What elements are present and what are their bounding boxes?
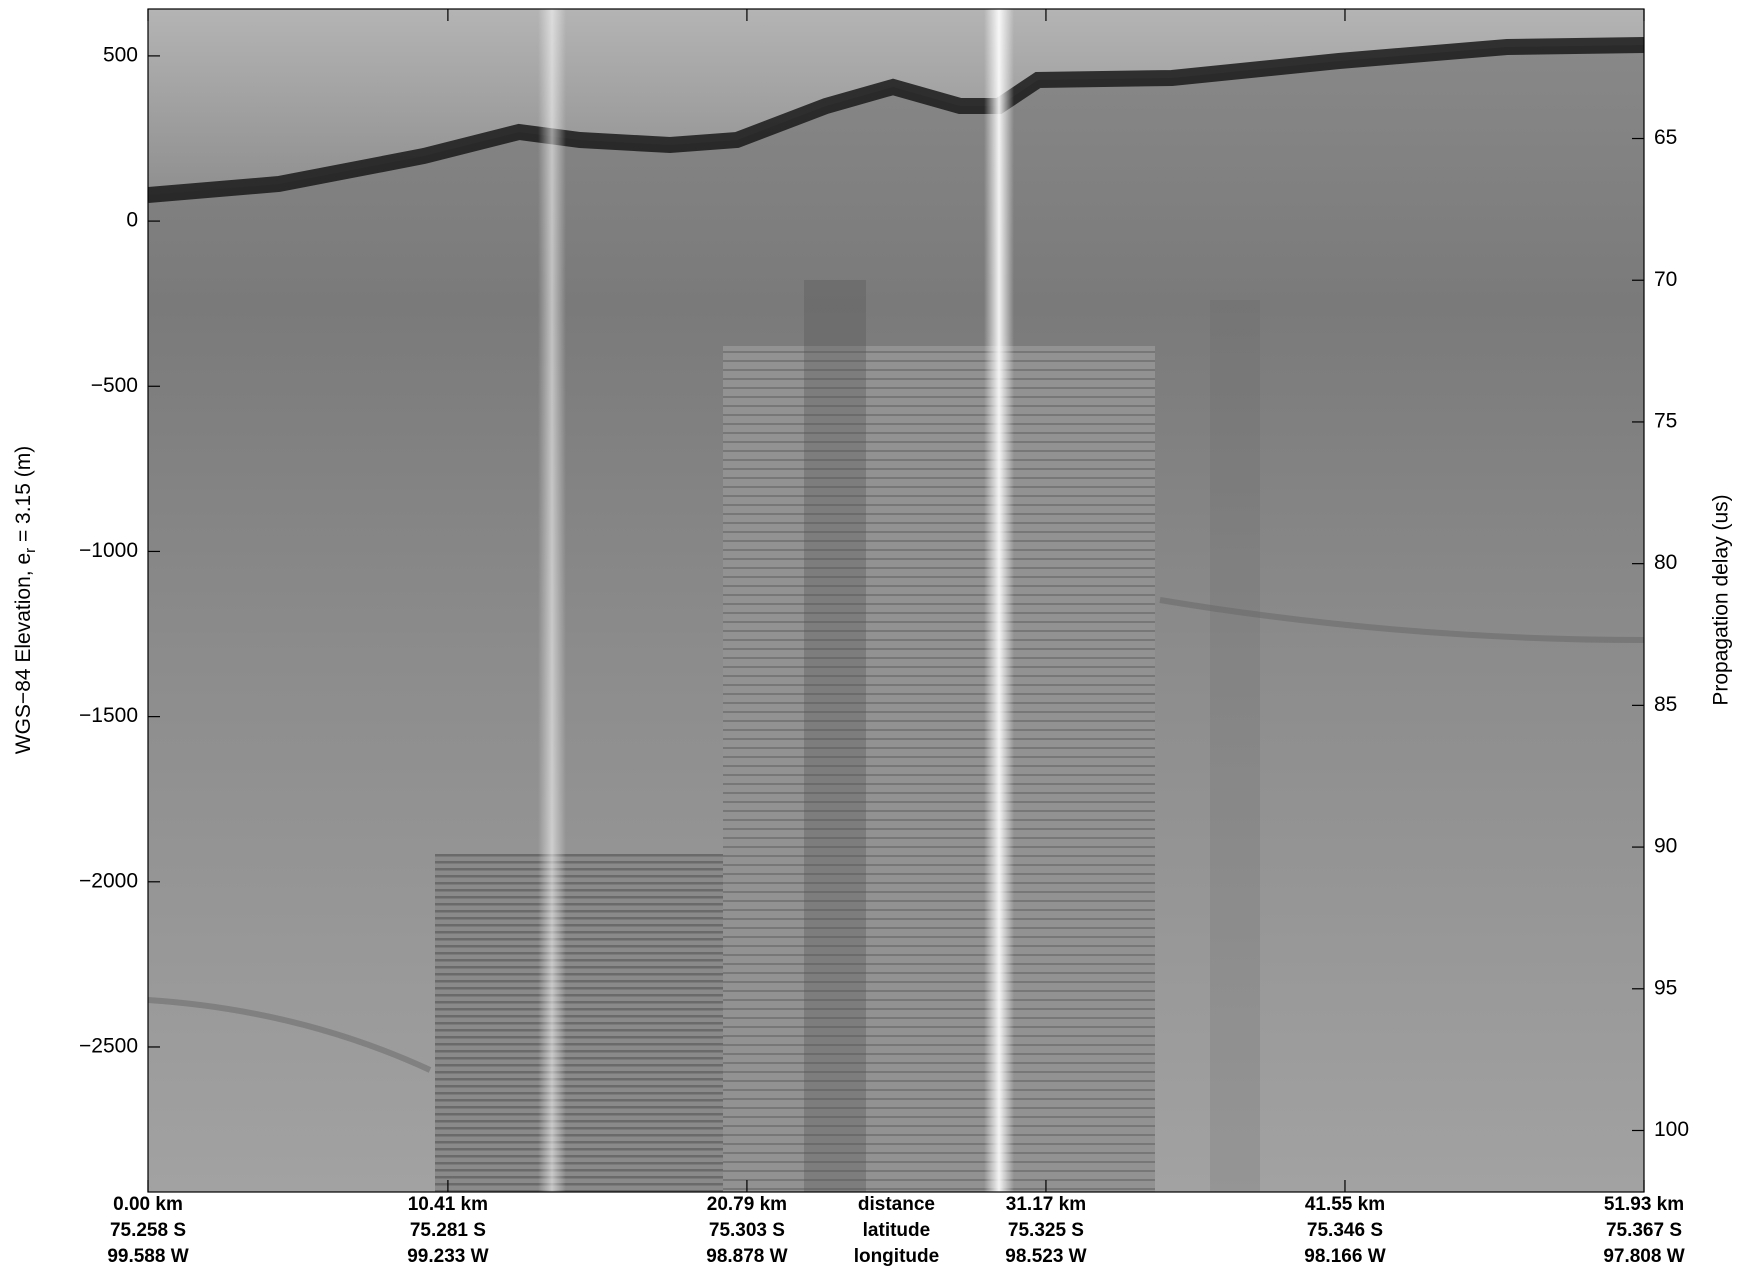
x-tick-longitude: 99.588 W bbox=[107, 1246, 188, 1267]
y-axis-label: WGS−84 Elevation, er = 3.15 (m) bbox=[12, 446, 39, 754]
y-tick-label: −500 bbox=[91, 374, 138, 397]
x-tick-latitude: 75.258 S bbox=[110, 1220, 186, 1241]
x-tick-longitude: 99.233 W bbox=[407, 1246, 488, 1267]
y2-tick-label: 95 bbox=[1654, 976, 1677, 999]
y2-tick-label: 75 bbox=[1654, 409, 1677, 432]
y-label-part: = 3.15 (m) bbox=[12, 446, 35, 548]
x-tick-label: 41.55 km bbox=[1305, 1194, 1385, 1215]
y-tick-label: −1500 bbox=[79, 704, 138, 727]
x-tick-longitude: 97.808 W bbox=[1603, 1246, 1684, 1267]
y-label-subscript: r bbox=[22, 548, 39, 553]
x-tick-latitude: 75.367 S bbox=[1606, 1220, 1682, 1241]
x-row-name: longitude bbox=[854, 1246, 939, 1267]
x-tick-label: 51.93 km bbox=[1604, 1194, 1684, 1215]
x-tick-longitude: 98.166 W bbox=[1304, 1246, 1385, 1267]
x-tick-longitude: 98.878 W bbox=[706, 1246, 787, 1267]
y-tick-label: −2000 bbox=[79, 869, 138, 892]
x-tick-label: 10.41 km bbox=[408, 1194, 488, 1215]
x-row-name: latitude bbox=[863, 1220, 931, 1241]
y2-tick-label: 80 bbox=[1654, 551, 1677, 574]
x-tick-label: 31.17 km bbox=[1006, 1194, 1086, 1215]
y-tick-label: −1000 bbox=[79, 539, 138, 562]
y-tick-label: 500 bbox=[103, 43, 138, 66]
x-tick-label: 0.00 km bbox=[113, 1194, 183, 1215]
y-tick-label: −2500 bbox=[79, 1035, 138, 1058]
y2-tick-label: 85 bbox=[1654, 693, 1677, 716]
y2-tick-label: 70 bbox=[1654, 268, 1677, 291]
plot-frame bbox=[147, 8, 1645, 1193]
x-tick-latitude: 75.303 S bbox=[709, 1220, 785, 1241]
y2-axis-label: Propagation delay (us) bbox=[1710, 494, 1733, 705]
x-tick-label: 20.79 km bbox=[707, 1194, 787, 1215]
y2-tick-label: 100 bbox=[1654, 1118, 1689, 1141]
x-tick-latitude: 75.346 S bbox=[1307, 1220, 1383, 1241]
y2-tick-label: 90 bbox=[1654, 835, 1677, 858]
y-label-part: WGS−84 Elevation, e bbox=[12, 553, 35, 754]
x-tick-longitude: 98.523 W bbox=[1005, 1246, 1086, 1267]
radargram-image bbox=[148, 9, 1644, 1192]
y2-tick-label: 65 bbox=[1654, 126, 1677, 149]
x-tick-latitude: 75.325 S bbox=[1008, 1220, 1084, 1241]
y-tick-label: 0 bbox=[126, 209, 138, 232]
x-tick-latitude: 75.281 S bbox=[410, 1220, 486, 1241]
x-row-name: distance bbox=[858, 1194, 935, 1215]
